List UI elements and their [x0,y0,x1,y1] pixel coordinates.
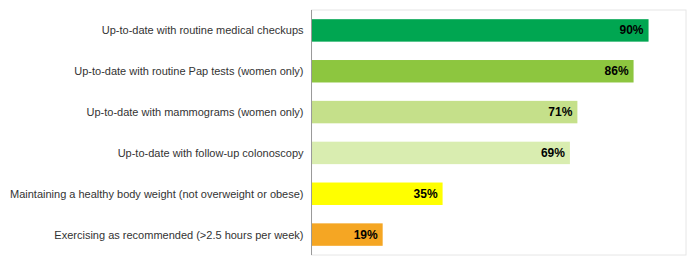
data-label: 90% [620,23,644,37]
data-label: 69% [541,146,565,160]
y-tick-label: Maintaining a healthy body weight (not o… [10,188,304,200]
bar [312,19,649,41]
bar [312,223,383,245]
y-tick-label: Up-to-date with routine Pap tests (women… [74,65,303,77]
bar [312,60,634,82]
baseline [311,10,312,255]
bar [312,101,578,123]
y-tick-labels: Exercising as recommended (>2.5 hours pe… [10,24,304,240]
plot-frame [312,10,686,255]
bar [312,142,570,164]
bar [312,183,443,205]
chart: Exercising as recommended (>2.5 hours pe… [0,0,700,265]
y-tick-label: Up-to-date with routine medical checkups [102,24,304,36]
chart-container: Exercising as recommended (>2.5 hours pe… [0,0,700,265]
y-tick-label: Up-to-date with follow-up colonoscopy [118,147,304,159]
y-tick-label: Exercising as recommended (>2.5 hours pe… [54,229,303,241]
data-label: 35% [414,187,438,201]
data-labels: 19% 35% 69% 71% 86% 90% [354,23,644,241]
data-label: 19% [354,228,378,242]
y-tick-label: Up-to-date with mammograms (women only) [87,106,304,118]
data-label: 86% [605,64,629,78]
data-label: 71% [548,105,572,119]
bars [312,19,649,246]
